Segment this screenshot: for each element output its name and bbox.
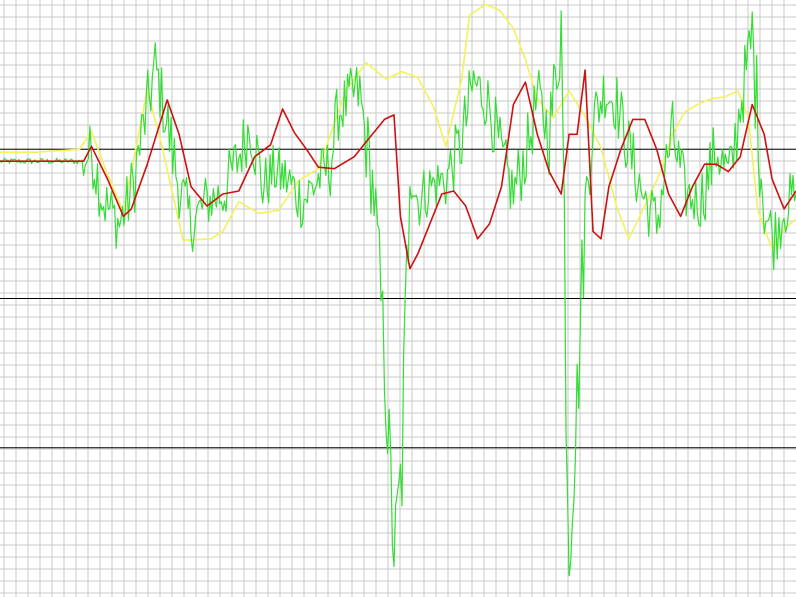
series-layer (0, 3, 796, 577)
major-grid-lines (0, 148, 796, 449)
series-line-1 (0, 3, 796, 250)
series-line-2 (0, 10, 796, 577)
series-line-3 (0, 69, 796, 270)
